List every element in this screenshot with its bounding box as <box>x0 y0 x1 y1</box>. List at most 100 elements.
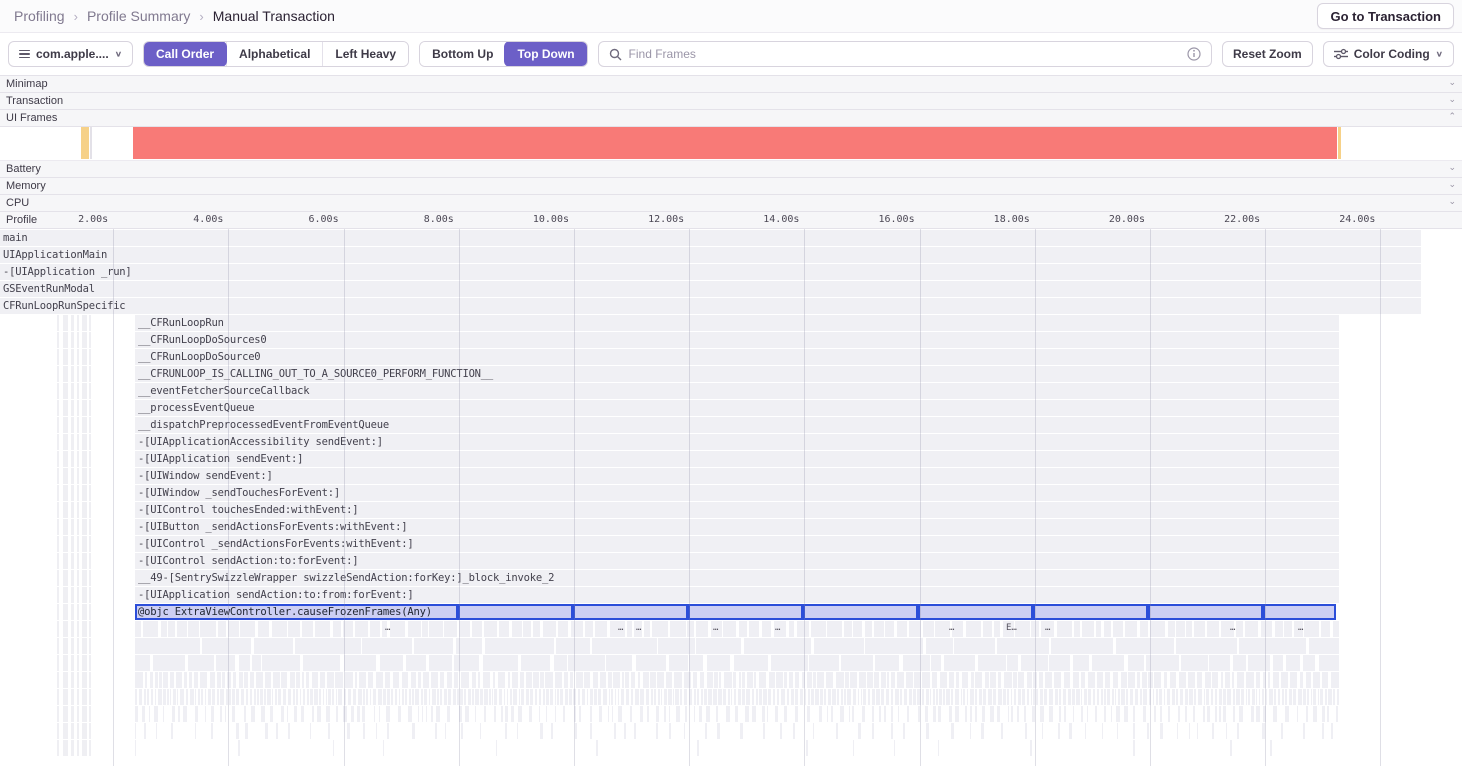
frame-fragment[interactable] <box>1198 689 1202 705</box>
frame-fragment[interactable] <box>143 689 146 705</box>
frame-fragment[interactable] <box>557 689 559 705</box>
frame-fragment[interactable] <box>256 672 263 688</box>
frame-fragment[interactable] <box>306 672 310 688</box>
frame-fragment[interactable] <box>684 672 691 688</box>
frame-fragment[interactable] <box>594 689 597 705</box>
frame-fragment[interactable] <box>149 672 154 688</box>
frame-fragment[interactable] <box>623 723 627 739</box>
frame-fragment[interactable] <box>1280 723 1283 739</box>
frame-fragment[interactable] <box>903 655 930 671</box>
frame-fragment[interactable] <box>520 672 525 688</box>
frame-fragment[interactable] <box>288 621 301 637</box>
side-stack-strip[interactable] <box>63 315 68 757</box>
frame-fragment[interactable] <box>742 689 746 705</box>
breadcrumb-profile-summary[interactable]: Profile Summary <box>86 8 191 24</box>
go-to-transaction-button[interactable]: Go to Transaction <box>1317 3 1454 29</box>
frame-fragment[interactable] <box>608 706 610 722</box>
frame-fragment[interactable] <box>1096 672 1104 688</box>
frame-fragment[interactable] <box>1322 672 1329 688</box>
selected-frame-segment[interactable] <box>1263 604 1336 620</box>
frame-fragment[interactable] <box>1084 723 1086 739</box>
frame-fragment[interactable] <box>343 706 348 722</box>
frame-fragment[interactable] <box>887 672 890 688</box>
frame-fragment[interactable] <box>302 672 305 688</box>
frame-fragment[interactable] <box>1087 672 1095 688</box>
frame-fragment[interactable] <box>1321 621 1330 637</box>
frame-fragment[interactable] <box>239 672 243 688</box>
frame-fragment[interactable] <box>1245 621 1259 637</box>
frame-fragment[interactable] <box>319 689 322 705</box>
frame-fragment[interactable] <box>253 638 294 654</box>
frame-fragment[interactable] <box>444 723 446 739</box>
frame-fragment[interactable] <box>1080 689 1082 705</box>
frame-fragment[interactable] <box>931 672 938 688</box>
frame-fragment[interactable] <box>1203 689 1205 705</box>
frame-fragment[interactable] <box>734 706 739 722</box>
frame-fragment[interactable] <box>1149 621 1166 637</box>
frame-fragment[interactable] <box>155 723 157 739</box>
frame-fragment[interactable] <box>1303 723 1305 739</box>
frame-fragment[interactable] <box>654 689 657 705</box>
section-profile[interactable]: Profile 2.00s 4.00s 6.00s 8.00s 10.00s 12.00s… <box>0 212 1462 229</box>
frame-fragment[interactable] <box>139 689 142 705</box>
frame-fragment[interactable] <box>194 723 196 739</box>
frame-fragment[interactable] <box>135 672 143 688</box>
frame-fragment[interactable] <box>874 621 884 637</box>
frame-fragment[interactable] <box>903 723 906 739</box>
frame-fragment[interactable] <box>598 689 602 705</box>
frame-fragment[interactable] <box>1207 621 1219 637</box>
frame-fragment[interactable] <box>974 706 977 722</box>
frame-fragment[interactable] <box>773 621 787 637</box>
frame-fragment[interactable] <box>853 740 855 756</box>
frame-fragment[interactable] <box>534 689 537 705</box>
frame-fragment[interactable] <box>529 706 533 722</box>
frame-fragment[interactable] <box>1237 723 1240 739</box>
frame-fragment[interactable] <box>660 689 662 705</box>
sort-button-call-order[interactable]: Call Order <box>144 42 228 66</box>
frame-fragment[interactable] <box>310 689 314 705</box>
frame-fragment[interactable] <box>446 706 451 722</box>
frame-fragment[interactable] <box>1152 689 1155 705</box>
frame-fragment[interactable] <box>1238 638 1306 654</box>
frame-fragment[interactable] <box>1194 621 1205 637</box>
frame-fragment[interactable] <box>723 621 737 637</box>
frame-fragment[interactable] <box>1273 672 1280 688</box>
frame-fragment[interactable] <box>1175 621 1186 637</box>
frame-fragment[interactable] <box>1142 672 1147 688</box>
frame-fragment[interactable] <box>1054 689 1058 705</box>
frame-fragment[interactable] <box>1223 689 1226 705</box>
frame-fragment[interactable] <box>1013 672 1017 688</box>
frame-fragment[interactable] <box>235 723 239 739</box>
frame-fragment[interactable] <box>1049 706 1053 722</box>
frame-fragment[interactable] <box>1280 672 1289 688</box>
frame-row[interactable]: __processEventQueue <box>135 400 1339 416</box>
frame-fragment[interactable] <box>811 621 827 637</box>
frame-fragment[interactable] <box>695 621 708 637</box>
frame-fragment[interactable] <box>1159 706 1163 722</box>
frame-fragment[interactable] <box>884 706 887 722</box>
frame-fragment[interactable] <box>1163 672 1168 688</box>
frame-fragment[interactable] <box>1092 689 1096 705</box>
frame-fragment[interactable] <box>1179 689 1184 705</box>
frame-fragment[interactable] <box>405 689 408 705</box>
frame-fragment[interactable] <box>663 689 667 705</box>
frame-fragment[interactable] <box>907 706 910 722</box>
frame-fragment[interactable] <box>332 689 335 705</box>
frame-fragment[interactable] <box>1188 672 1195 688</box>
frame-fragment[interactable] <box>777 689 780 705</box>
frame-fragment[interactable] <box>1139 621 1149 637</box>
frame-fragment[interactable] <box>841 655 874 671</box>
frame-fragment[interactable] <box>287 689 292 705</box>
frame-fragment[interactable] <box>794 689 798 705</box>
frame-fragment[interactable] <box>710 621 722 637</box>
frame-fragment[interactable] <box>251 655 262 671</box>
frame-fragment[interactable] <box>1087 706 1089 722</box>
chevron-icon[interactable]: ⌄ <box>1448 162 1456 172</box>
frame-fragment[interactable] <box>1125 689 1128 705</box>
frame-fragment[interactable] <box>1045 672 1052 688</box>
frame-fragment[interactable] <box>1265 689 1267 705</box>
frame-fragment[interactable] <box>680 689 683 705</box>
frame-fragment[interactable] <box>573 706 577 722</box>
frame-fragment[interactable] <box>894 689 899 705</box>
chevron-icon[interactable]: ⌃ <box>1448 111 1456 121</box>
